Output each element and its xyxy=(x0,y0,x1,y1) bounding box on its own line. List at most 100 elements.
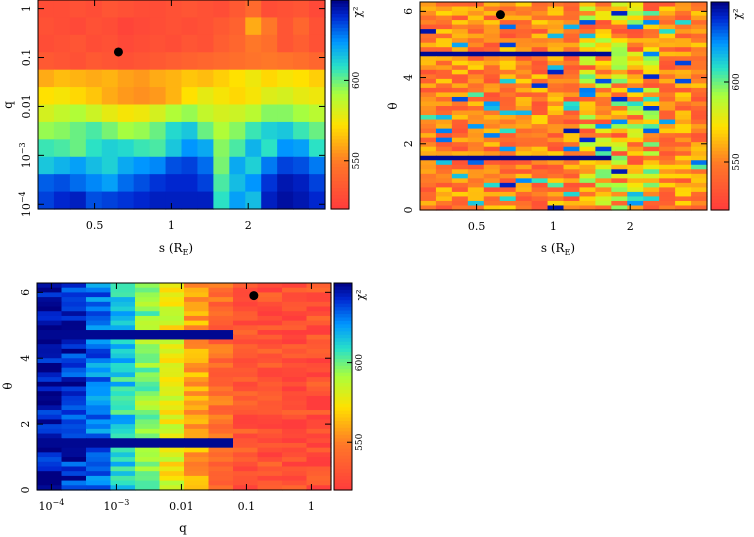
heatmap-cell xyxy=(643,2,660,8)
heatmap-cell xyxy=(306,433,332,439)
colorbar-segment xyxy=(334,445,352,450)
heatmap-cell xyxy=(37,367,63,373)
heatmap-cell xyxy=(133,87,151,106)
heatmap-cell xyxy=(53,121,71,140)
heatmap-cell xyxy=(515,137,533,143)
heatmap-cell xyxy=(515,60,533,66)
heatmap-cell xyxy=(184,320,210,326)
heatmap-cell xyxy=(277,69,294,88)
heatmap-cell xyxy=(579,191,596,198)
heatmap-cell xyxy=(595,196,612,202)
heatmap-cell xyxy=(184,405,210,411)
heatmap-cell xyxy=(547,146,565,152)
heatmap-cell xyxy=(435,38,453,44)
heatmap-cell xyxy=(627,11,644,17)
heatmap-cell xyxy=(579,47,596,53)
heatmap-cell xyxy=(627,74,644,80)
heatmap-cell xyxy=(306,287,332,293)
heatmap-cell xyxy=(282,283,308,289)
heatmap-cell xyxy=(579,119,596,125)
heatmap-cell xyxy=(101,34,119,53)
heatmap-cell xyxy=(515,11,533,17)
colorbar-segment xyxy=(711,126,729,131)
heatmap-cell xyxy=(595,83,612,89)
heatmap-cell xyxy=(135,325,161,331)
heatmap-cell xyxy=(611,24,628,30)
heatmap-cell xyxy=(675,142,692,148)
heatmap-cell xyxy=(86,405,112,411)
heatmap-cell xyxy=(643,38,660,44)
heatmap-cell xyxy=(691,6,708,12)
heatmap-cells xyxy=(38,0,326,210)
heatmap-cell xyxy=(611,124,628,130)
heatmap-cell xyxy=(499,33,517,39)
heatmap-cell xyxy=(86,475,112,482)
heatmap-cell xyxy=(85,0,103,19)
tick-label: 0.1 xyxy=(238,500,256,513)
colorbar-segment xyxy=(334,345,352,350)
heatmap-cell xyxy=(261,17,278,36)
heatmap-cell xyxy=(483,24,501,30)
heatmap-cell xyxy=(306,339,332,345)
heatmap-cell xyxy=(611,173,628,179)
colorbar-segment xyxy=(331,198,349,203)
heatmap-cell xyxy=(61,395,87,402)
heatmap-cell xyxy=(595,115,612,121)
heatmap-cell xyxy=(547,78,565,84)
heatmap-cell xyxy=(110,419,136,425)
heatmap-cell xyxy=(611,160,628,166)
heatmap-cell xyxy=(135,461,161,468)
colorbar-segment xyxy=(334,331,352,336)
heatmap-cell xyxy=(595,137,612,143)
heatmap-cell xyxy=(69,121,87,140)
heatmap-cell xyxy=(659,133,676,139)
heatmap-cell xyxy=(184,424,210,430)
heatmap-cell xyxy=(420,83,437,89)
heatmap-cell xyxy=(420,101,437,107)
colorbar-segment xyxy=(331,160,349,165)
heatmap-cell xyxy=(37,475,63,482)
heatmap-cell xyxy=(659,155,676,161)
colorbar-segment xyxy=(711,2,729,7)
heatmap-cell xyxy=(499,119,517,125)
heatmap-cell xyxy=(86,471,112,477)
heatmap-cell xyxy=(135,348,161,355)
heatmap-cell xyxy=(277,121,294,140)
heatmap-cell xyxy=(531,196,549,202)
heatmap-cell xyxy=(61,292,87,298)
heatmap-cell xyxy=(579,160,596,166)
colorbar-segment xyxy=(331,69,349,74)
heatmap-cell xyxy=(61,358,87,364)
heatmap-cell xyxy=(229,121,246,140)
heatmap-cell xyxy=(579,110,596,116)
heatmap-cell xyxy=(531,187,549,193)
heatmap-cell xyxy=(277,191,294,210)
heatmap-cell xyxy=(197,17,214,36)
heatmap-cell xyxy=(675,119,692,125)
heatmap-cell xyxy=(282,301,308,308)
heatmap-cell xyxy=(159,348,185,355)
heatmap-cell xyxy=(627,47,644,53)
heatmap-cell xyxy=(306,410,332,416)
heatmap-cell xyxy=(467,146,485,152)
colorbar-segment xyxy=(331,38,349,43)
heatmap-cell xyxy=(197,191,214,210)
heatmap-cell xyxy=(282,315,308,322)
heatmap-cell xyxy=(451,96,469,103)
heatmap-cell xyxy=(135,442,161,449)
heatmap-cell xyxy=(515,200,533,207)
heatmap-cell xyxy=(184,480,210,486)
heatmap-cell xyxy=(282,410,308,416)
heatmap-cell xyxy=(595,15,612,21)
plot-frame xyxy=(419,1,708,211)
heatmap-cell xyxy=(515,169,533,175)
tick-label: 1 xyxy=(308,500,315,513)
heatmap-cell xyxy=(467,29,485,35)
heatmap-cell xyxy=(691,29,708,35)
heatmap-cell xyxy=(675,155,692,161)
heatmap-cell xyxy=(611,65,628,71)
heatmap-cell xyxy=(257,419,283,425)
heatmap-cell xyxy=(451,33,469,39)
heatmap-cell xyxy=(643,15,660,21)
